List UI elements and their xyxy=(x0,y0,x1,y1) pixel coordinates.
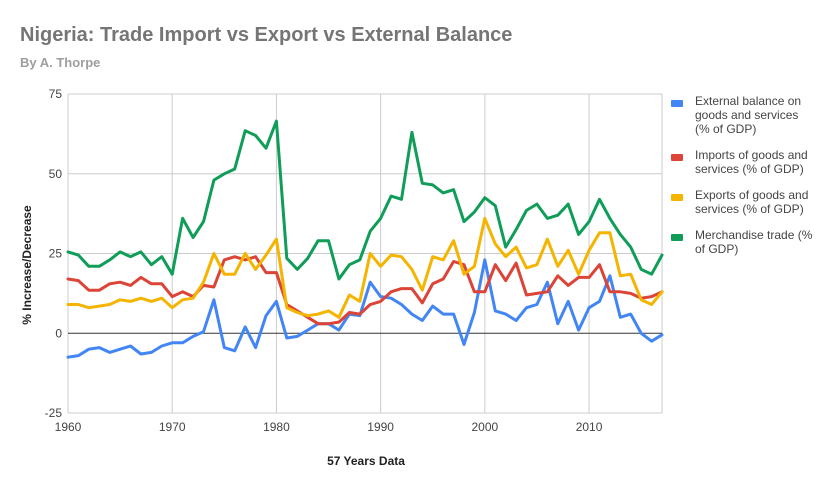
x-tick-label: 2000 xyxy=(471,420,498,434)
legend-swatch xyxy=(671,154,683,161)
series-line-external-balance xyxy=(66,258,664,359)
legend: External balance on goods and services (% … xyxy=(671,94,813,256)
legend-label: Merchandise trade (% of GDP) xyxy=(695,228,813,256)
x-tick-label: 2010 xyxy=(576,420,603,434)
legend-item-exports: Exports of goods and services (% of GDP) xyxy=(671,188,808,216)
chart-title: Nigeria: Trade Import vs Export vs Exter… xyxy=(20,24,513,46)
legend-item-external-balance: External balance on goods and services (% … xyxy=(671,94,801,136)
y-tick-label: -25 xyxy=(45,406,63,420)
legend-label: External balance on goods and services (% … xyxy=(695,94,801,136)
series-line-merchandise-trade xyxy=(66,119,664,281)
chart-subtitle: By A. Thorpe xyxy=(20,55,101,70)
series-line-exports xyxy=(66,216,664,319)
axis-layer: 1960 1970 1980 1990 2000 2010 -25 0 25 50 75 xyxy=(45,87,603,434)
x-axis-title: 57 Years Data xyxy=(327,454,405,468)
legend-item-merchandise-trade: Merchandise trade (% of GDP) xyxy=(671,228,813,256)
y-tick-label: 0 xyxy=(55,326,62,340)
y-tick-label: 25 xyxy=(49,247,63,261)
x-tick-label: 1980 xyxy=(263,420,290,434)
x-tick-label: 1970 xyxy=(159,420,186,434)
y-tick-label: 50 xyxy=(49,167,63,181)
y-axis-title: % Increase/Decrease xyxy=(20,205,34,325)
x-tick-label: 1960 xyxy=(55,420,82,434)
legend-item-imports: Imports of goods and services (% of GDP) xyxy=(671,148,808,176)
series-layer xyxy=(66,119,664,359)
x-tick-label: 1990 xyxy=(367,420,394,434)
grid-layer xyxy=(67,93,663,414)
series-line-imports xyxy=(66,255,664,326)
legend-swatch xyxy=(671,194,683,201)
legend-swatch xyxy=(671,234,683,241)
legend-label: Exports of goods and services (% of GDP) xyxy=(695,188,808,216)
y-tick-label: 75 xyxy=(49,87,63,101)
legend-label: Imports of goods and services (% of GDP) xyxy=(695,148,808,176)
legend-swatch xyxy=(671,100,683,107)
